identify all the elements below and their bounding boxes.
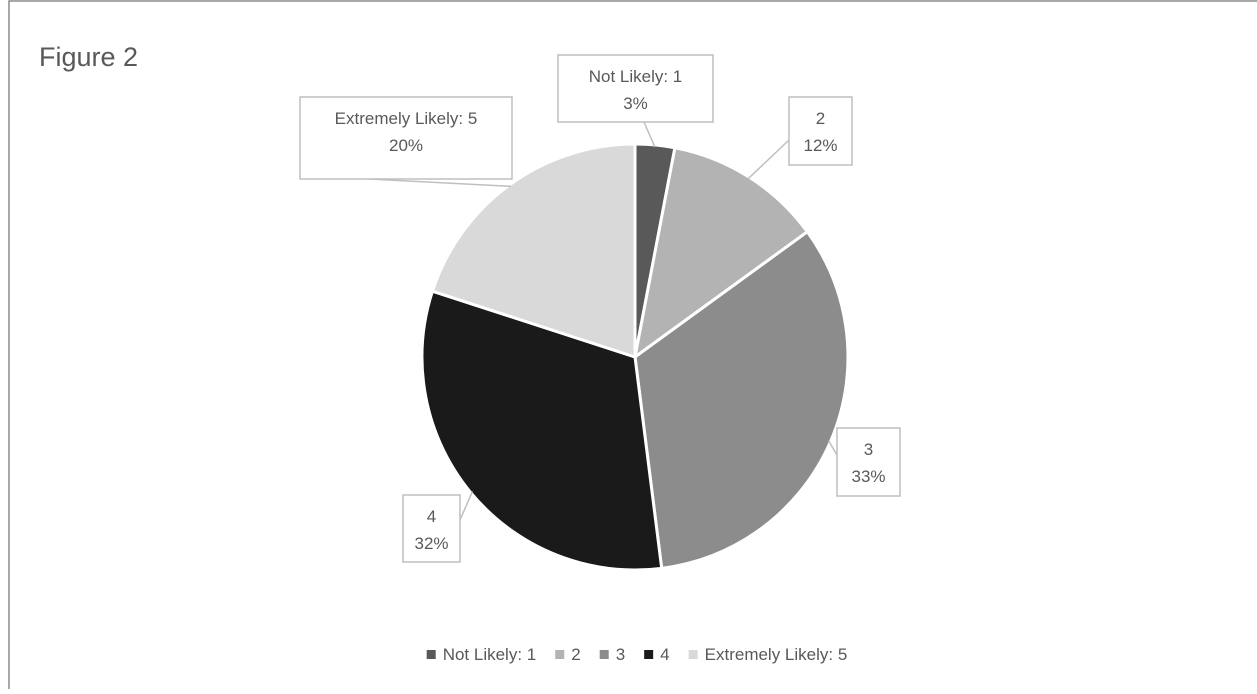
- leader-line: [459, 491, 474, 521]
- legend-item-3: 3: [599, 645, 625, 664]
- data-label-category: 4: [427, 507, 436, 526]
- callout-box: [299, 96, 513, 180]
- legend-swatch: [426, 650, 436, 659]
- legend-swatch: [644, 650, 654, 659]
- callout-box: [402, 494, 461, 563]
- leader-line: [369, 178, 512, 188]
- pie-slice-3: [633, 229, 850, 570]
- data-label-extremely-likely-5: Extremely Likely: 5 20%: [299, 96, 513, 188]
- pie-slice-4: [420, 289, 664, 572]
- leader-line: [827, 440, 838, 456]
- legend-item-not-likely-1: Not Likely: 1: [426, 645, 537, 664]
- callout-box: [836, 427, 901, 497]
- legend-swatch: [688, 650, 698, 659]
- legend-item-4: 4: [644, 645, 670, 664]
- legend-swatch: [555, 650, 565, 659]
- legend-item-extremely-likely-5: Extremely Likely: 5: [688, 645, 848, 664]
- leader-line: [643, 121, 656, 148]
- legend: Not Likely: 1 2 3 4 Extremely Likely: 5: [426, 645, 848, 664]
- legend-item-2: 2: [555, 645, 581, 664]
- pie-slices: [420, 142, 850, 572]
- data-label-4: 432%: [402, 491, 474, 563]
- data-label-category: 2: [816, 109, 825, 128]
- legend-label: 4: [660, 645, 669, 664]
- legend-label: 3: [616, 645, 625, 664]
- data-label-percent: 32%: [414, 534, 448, 553]
- chart-title: Figure 2: [39, 42, 138, 72]
- leader-line: [747, 139, 790, 180]
- legend-label: 2: [571, 645, 580, 664]
- legend-label: Not Likely: 1: [443, 645, 537, 664]
- data-label-category: 3: [864, 440, 873, 459]
- data-label-callouts: Not Likely: 13%212%333%432%Extremely Lik…: [299, 54, 901, 563]
- data-label-2: 212%: [747, 96, 853, 180]
- callout-box: [557, 54, 714, 123]
- pie-slice-extremely-likely-5: [430, 142, 637, 360]
- data-label-percent: 12%: [803, 136, 837, 155]
- data-label-percent: 33%: [851, 467, 885, 486]
- data-label-percent: 3%: [623, 94, 648, 113]
- callout-box: [788, 96, 853, 166]
- legend-label: Extremely Likely: 5: [705, 645, 848, 664]
- data-label-3: 333%: [827, 427, 901, 497]
- legend-swatch: [599, 650, 609, 659]
- data-label-category: Extremely Likely: 5: [335, 109, 478, 128]
- data-label-not-likely-1: Not Likely: 1 3%: [557, 54, 714, 148]
- data-label-category: Not Likely: 1: [589, 67, 683, 86]
- data-label-percent: 20%: [389, 136, 423, 155]
